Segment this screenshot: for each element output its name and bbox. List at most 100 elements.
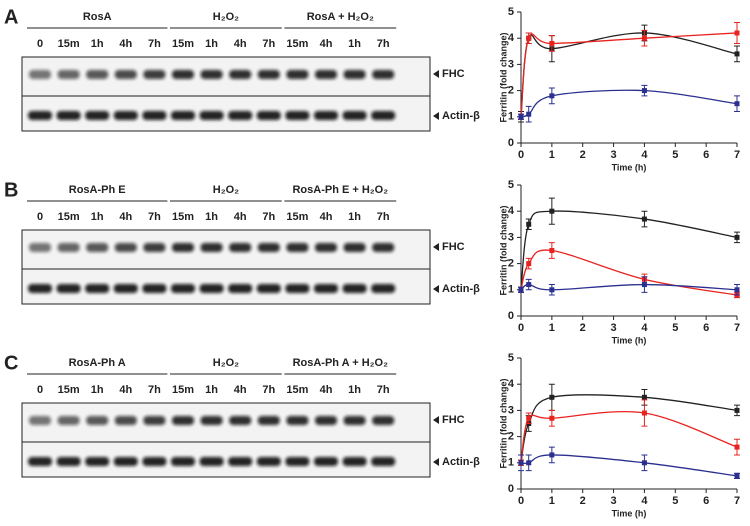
fhc-band — [286, 416, 309, 425]
lane-label: 15m — [58, 384, 80, 396]
fhc-band — [172, 243, 194, 252]
blot-background — [21, 229, 431, 305]
y-tick-label: 0 — [508, 483, 514, 495]
lane-label: 15m — [286, 211, 308, 223]
lane-label: 7h — [148, 384, 161, 396]
actin-band — [199, 457, 224, 466]
y-tick-label: 5 — [508, 352, 514, 364]
data-point — [518, 460, 524, 466]
blot-background — [21, 56, 431, 132]
data-point — [549, 40, 555, 46]
fhc-band — [57, 70, 80, 79]
data-point — [734, 407, 740, 413]
y-tick-label: 2 — [508, 85, 514, 97]
actin-band — [56, 111, 81, 120]
lane-label: 4h — [320, 211, 333, 223]
fhc-band — [114, 70, 137, 79]
actin-band — [314, 457, 338, 466]
lane-label: 1h — [91, 211, 104, 223]
lane-label: 15m — [58, 38, 80, 50]
band-arrow — [433, 285, 439, 293]
actin-band — [171, 284, 195, 293]
data-point — [641, 216, 647, 222]
x-tick-label: 6 — [703, 495, 709, 507]
y-axis-label: Ferritin (fold change) — [498, 378, 508, 468]
y-tick-label: 2 — [508, 258, 514, 270]
actin-band — [142, 284, 167, 293]
fhc-band — [372, 70, 395, 79]
lane-label: 7h — [262, 384, 275, 396]
fhc-band — [86, 416, 109, 425]
data-point — [734, 234, 740, 240]
data-point — [518, 287, 524, 293]
data-point — [526, 221, 532, 227]
x-tick-label: 2 — [580, 495, 586, 507]
y-tick-label: 4 — [508, 378, 515, 390]
actin-band — [85, 457, 110, 466]
x-tick-label: 4 — [641, 149, 648, 161]
lane-label: 15m — [286, 384, 308, 396]
lane-label: 1h — [348, 38, 361, 50]
x-tick-label: 7 — [734, 495, 740, 507]
data-point — [549, 208, 555, 214]
data-point — [518, 114, 524, 120]
series-line — [520, 454, 738, 477]
fhc-band — [257, 416, 280, 425]
y-tick-label: 0 — [508, 310, 514, 322]
fhc-band — [172, 70, 194, 79]
fhc-band — [229, 70, 252, 79]
data-point — [549, 287, 555, 293]
lane-label: 1h — [91, 38, 104, 50]
actin-band — [171, 111, 195, 120]
band-label: FHC — [442, 241, 465, 253]
fhc-band — [286, 70, 309, 79]
fhc-band — [86, 70, 109, 79]
series-line — [520, 32, 738, 117]
fhc-band — [315, 416, 337, 425]
actin-band — [113, 284, 138, 293]
fhc-band — [343, 70, 366, 79]
actin-band — [228, 457, 253, 466]
actin-band — [371, 284, 396, 293]
y-tick-label: 1 — [508, 111, 514, 123]
lane-label: 4h — [119, 211, 132, 223]
series-line — [520, 89, 738, 118]
panel-label: C — [4, 352, 18, 374]
lane-label: 0 — [37, 211, 43, 223]
actin-band — [142, 457, 167, 466]
actin-band — [285, 284, 310, 293]
actin-band — [371, 457, 396, 466]
panel-label: A — [4, 6, 18, 28]
lane-label: 4h — [234, 384, 247, 396]
actin-band — [285, 111, 310, 120]
y-tick-label: 1 — [508, 284, 514, 296]
data-point — [641, 394, 647, 400]
group-label: H₂O₂ — [213, 184, 239, 196]
actin-band — [342, 284, 367, 293]
x-axis-label: Time (h) — [612, 508, 647, 518]
lane-label: 15m — [286, 38, 308, 50]
x-tick-label: 1 — [549, 495, 555, 507]
fhc-band — [29, 416, 51, 425]
y-tick-label: 3 — [508, 404, 514, 416]
data-point — [549, 394, 555, 400]
data-point — [641, 282, 647, 288]
actin-band — [28, 457, 52, 466]
fhc-band — [372, 243, 395, 252]
lane-label: 7h — [148, 38, 161, 50]
group-label: H₂O₂ — [213, 11, 239, 23]
fhc-band — [257, 70, 280, 79]
data-point — [734, 30, 740, 36]
group-label: RosA-Ph E + H₂O₂ — [292, 184, 388, 196]
x-tick-label: 2 — [580, 322, 586, 334]
actin-band — [28, 284, 52, 293]
data-point — [641, 88, 647, 94]
x-tick-label: 0 — [518, 495, 524, 507]
data-point — [734, 287, 740, 293]
band-arrow — [433, 458, 439, 466]
fhc-band — [172, 416, 194, 425]
x-tick-label: 3 — [611, 495, 617, 507]
y-tick-label: 3 — [508, 58, 514, 70]
data-point — [549, 248, 555, 253]
